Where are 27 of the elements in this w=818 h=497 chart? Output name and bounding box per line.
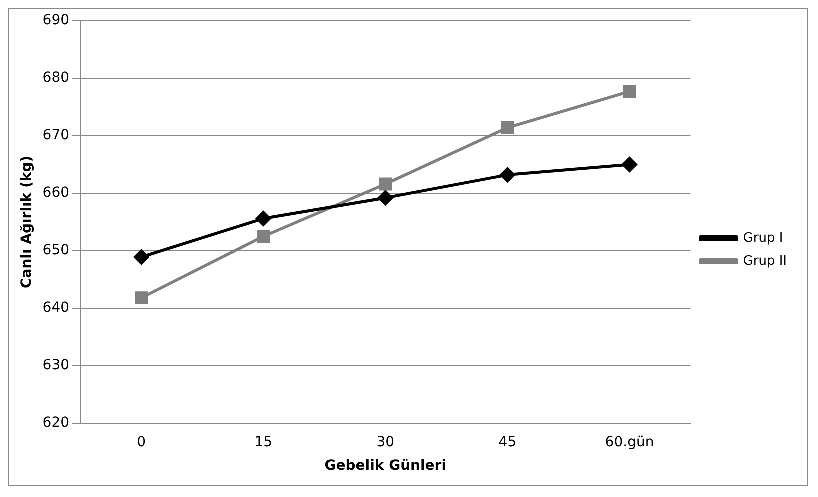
y-tick-label: 630 [42,358,70,374]
legend-label: Grup I [743,230,784,246]
y-tick-label: 620 [42,415,70,432]
point [134,250,150,265]
point [500,168,516,183]
x-tick-label: 15 [254,434,273,450]
point [623,85,636,98]
x-tick-label: 45 [498,434,517,450]
point [501,121,514,134]
x-tick-label: 30 [376,434,395,450]
y-tick-label: 670 [42,128,70,144]
point [378,190,394,206]
x-axis-title: Gebelik Günleri [324,458,447,474]
y-tick-label: 640 [42,300,70,316]
x-tick-label: 0 [137,434,146,450]
y-axis-title: Canlı Ağırlık (kg) [19,156,36,289]
legend-label: Grup II [743,254,788,269]
x-tick-label: 60.gün [605,434,654,450]
point [379,178,392,191]
y-tick-label: 690 [42,12,70,29]
y-tick-label: 660 [42,185,70,202]
point [256,211,272,226]
point [135,292,148,305]
point [257,230,270,244]
y-tick-label: 650 [42,242,70,259]
point [622,157,638,172]
y-tick-label: 680 [42,70,70,86]
